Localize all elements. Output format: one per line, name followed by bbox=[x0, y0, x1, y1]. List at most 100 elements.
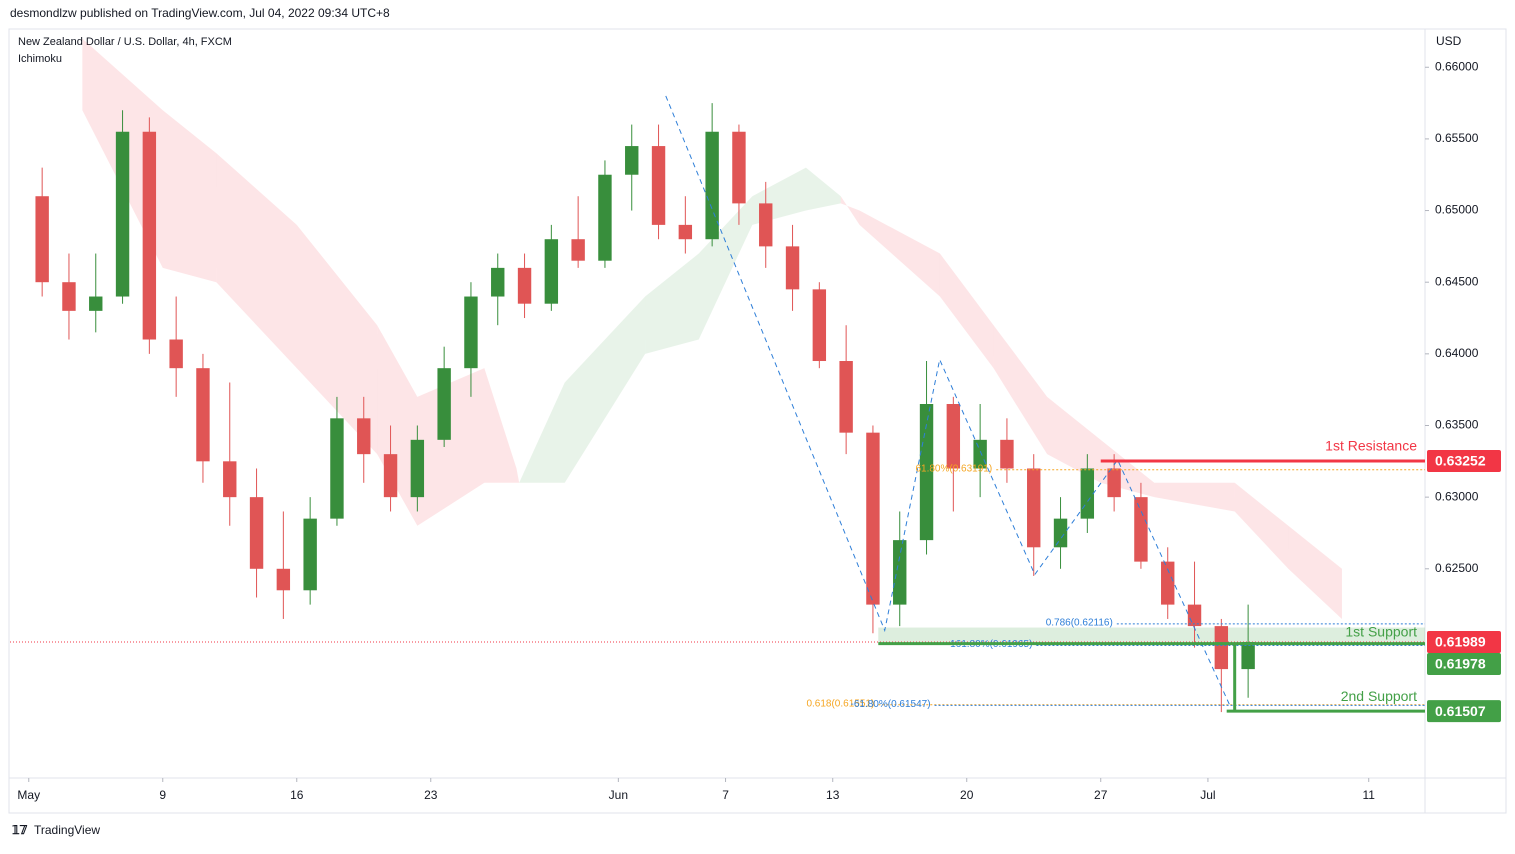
cloud bbox=[1234, 482, 1289, 569]
y-tick-label: 0.62500 bbox=[1435, 561, 1479, 575]
candle-body bbox=[705, 131, 719, 240]
x-tick-label: 11 bbox=[1362, 788, 1375, 802]
candle-body bbox=[276, 568, 291, 591]
y-tick-label: 0.65500 bbox=[1435, 131, 1479, 145]
y-tick-label: 0.64500 bbox=[1435, 274, 1479, 288]
candle-body bbox=[785, 246, 800, 290]
y-tick-label: 0.64000 bbox=[1435, 346, 1479, 360]
price-box-label: 0.63252 bbox=[1435, 453, 1486, 469]
candle-body bbox=[1027, 468, 1041, 548]
candle-body bbox=[1241, 642, 1255, 670]
candle-body bbox=[62, 282, 76, 311]
fib-label: 0.786(0.62116) bbox=[1046, 617, 1113, 628]
x-tick-label: 20 bbox=[960, 788, 974, 802]
candle-body bbox=[1080, 468, 1095, 519]
candle-body bbox=[35, 196, 49, 283]
candle-body bbox=[330, 418, 344, 519]
fib-label: -61.80%(0.61547) bbox=[851, 699, 931, 710]
candle-body bbox=[410, 439, 425, 498]
logo: 𝟙𝟟 bbox=[12, 823, 28, 837]
y-tick-label: 0.66000 bbox=[1435, 59, 1479, 73]
cloud bbox=[564, 296, 646, 483]
candle-body bbox=[893, 540, 907, 605]
candle-body bbox=[732, 131, 746, 204]
x-tick-label: May bbox=[17, 788, 40, 802]
y-axis-label: USD bbox=[1436, 34, 1462, 48]
candle-body bbox=[1161, 561, 1175, 605]
x-tick-label: Jul bbox=[1200, 788, 1215, 802]
candle-body bbox=[196, 368, 210, 462]
level-name: 1st Resistance bbox=[1325, 438, 1417, 454]
candle-body bbox=[357, 418, 371, 455]
cloud bbox=[645, 253, 699, 354]
candle-body bbox=[544, 239, 559, 304]
price-box bbox=[1427, 631, 1501, 654]
cloud bbox=[939, 253, 994, 369]
candle-body bbox=[973, 439, 987, 469]
y-tick-label: 0.63000 bbox=[1435, 489, 1479, 503]
candle-body bbox=[249, 497, 264, 569]
cloud bbox=[417, 368, 485, 526]
candle-body bbox=[678, 224, 693, 240]
candle-body bbox=[89, 296, 103, 311]
level-name: 1st Support bbox=[1345, 623, 1417, 639]
x-tick-label: 27 bbox=[1094, 788, 1108, 802]
candle-body bbox=[1187, 604, 1202, 627]
candle-body bbox=[919, 404, 934, 541]
candle-body bbox=[759, 203, 773, 247]
cloud bbox=[162, 110, 217, 283]
candle-body bbox=[1214, 626, 1229, 670]
candle-body bbox=[1053, 518, 1068, 548]
candle-body bbox=[464, 296, 478, 369]
candle-body bbox=[866, 432, 880, 605]
cloud bbox=[377, 325, 418, 526]
candle-body bbox=[812, 289, 827, 362]
price-box bbox=[1427, 700, 1501, 723]
x-tick-label: 16 bbox=[290, 788, 304, 802]
cloud bbox=[805, 167, 841, 211]
candle-body bbox=[223, 461, 237, 498]
candle-body bbox=[839, 361, 853, 433]
price-box bbox=[1427, 450, 1501, 473]
cloud bbox=[519, 382, 565, 483]
price-box-label: 0.61507 bbox=[1435, 703, 1486, 719]
candle-body bbox=[1000, 439, 1014, 469]
support-zone bbox=[878, 627, 1425, 644]
fib-label: 0.618(0.61551) bbox=[806, 698, 874, 709]
candle-body bbox=[142, 131, 157, 340]
published: desmondlzw published on TradingView.com,… bbox=[10, 6, 390, 20]
cloud bbox=[840, 196, 860, 225]
candle-body bbox=[1134, 497, 1148, 562]
indicator: Ichimoku bbox=[18, 53, 62, 65]
candle-body bbox=[491, 267, 505, 297]
cloud bbox=[1288, 525, 1342, 619]
candle-body bbox=[598, 174, 612, 261]
y-tick-label: 0.63500 bbox=[1435, 418, 1479, 432]
harmonic-pattern bbox=[665, 95, 1231, 706]
x-tick-label: 9 bbox=[159, 788, 166, 802]
candle-body bbox=[651, 146, 666, 225]
candle-body bbox=[571, 239, 585, 261]
cloud bbox=[484, 368, 517, 483]
x-tick-label: 7 bbox=[722, 788, 729, 802]
symbol-title: New Zealand Dollar / U.S. Dollar, 4h, FX… bbox=[18, 36, 232, 48]
cloud bbox=[993, 325, 1048, 455]
candle-body bbox=[437, 368, 451, 440]
x-tick-label: Jun bbox=[609, 788, 628, 802]
candle-body bbox=[383, 454, 398, 498]
candle-body bbox=[517, 267, 532, 304]
price-box-label: 0.61978 bbox=[1435, 656, 1486, 672]
cloud bbox=[516, 468, 520, 483]
footer-brand: TradingView bbox=[34, 823, 100, 837]
cloud bbox=[859, 210, 940, 297]
candle-body bbox=[115, 131, 130, 297]
x-tick-label: 13 bbox=[826, 788, 840, 802]
candle-body bbox=[169, 339, 183, 369]
cloud bbox=[1154, 482, 1235, 512]
fib-label: 61.80%(0.63191) bbox=[915, 463, 992, 474]
y-tick-label: 0.65000 bbox=[1435, 203, 1479, 217]
candle-body bbox=[303, 518, 317, 591]
frame bbox=[8, 28, 1507, 814]
candle-body bbox=[946, 404, 961, 469]
